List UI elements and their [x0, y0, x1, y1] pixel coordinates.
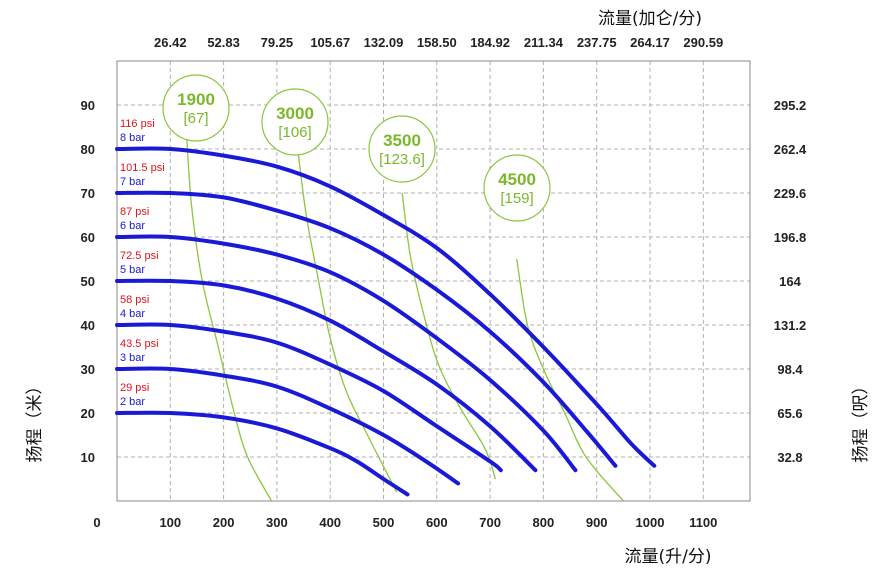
y-tick-label-right: 32.8 [777, 450, 802, 465]
speed-gpm-label: [106] [278, 124, 311, 141]
speed-curve-line [516, 258, 624, 502]
y-axis-title-right: 扬程（呎） [851, 378, 871, 463]
y-axis-title-left: 扬程（米） [25, 378, 45, 463]
y-tick-label-left: 70 [81, 186, 95, 201]
y-tick-label-right: 295.2 [774, 98, 807, 113]
x-tick-label-bottom: 600 [426, 515, 448, 530]
bar-label: 2 bar [120, 396, 145, 408]
speed-curve-line [297, 153, 398, 493]
psi-label: 116 psi [120, 118, 155, 130]
pressure-curve-line [115, 410, 410, 497]
y-tick-label-right: 262.4 [774, 142, 807, 157]
pressure-curve-line [115, 146, 657, 468]
x-tick-label-bottom: 1100 [689, 515, 717, 530]
y-tick-label-left: 40 [81, 318, 95, 333]
psi-label: 43.5 psi [120, 338, 159, 350]
psi-label: 72.5 psi [120, 250, 159, 262]
y-tick-label-right: 98.4 [777, 362, 803, 377]
y-ticks-right: 32.8 65.6 98.4 131.2 164 196.8 229.6 262.4 295.2 [774, 98, 807, 465]
pressure-curve-line [115, 322, 503, 473]
y-tick-label-left: 90 [81, 98, 95, 113]
speed-gpm-label: [123.6] [379, 151, 425, 168]
bar-label: 6 bar [120, 220, 145, 232]
speed-gpm-label: [67] [183, 110, 208, 127]
x-tick-label-top: 132.09 [364, 35, 404, 50]
speed-bubble [483, 154, 551, 222]
x-tick-label-top: 79.25 [261, 35, 294, 50]
speed-gpm-label: [159] [500, 190, 533, 207]
x-ticks-top: 26.42 52.83 79.25 105.67 132.09 158.50 184.92 2… [154, 35, 723, 50]
pressure-curve-line [115, 234, 578, 473]
y-tick-label-left: 20 [81, 406, 95, 421]
bar-label: 7 bar [120, 176, 145, 188]
psi-label: 101.5 psi [120, 162, 165, 174]
speed-rpm-label: 3500 [383, 131, 421, 150]
x-ticks-bottom: 0 100 200 300 400 500 600 700 800 900 1000 1100 [93, 515, 717, 530]
y-tick-label-left: 80 [81, 142, 95, 157]
x-tick-label-bottom: 0 [93, 515, 100, 530]
x-tick-label-top: 158.50 [417, 35, 457, 50]
x-axis-title-top: 流量(加仑/分) [598, 9, 702, 29]
speed-curve-line [401, 192, 497, 480]
pressure-curve-line [115, 190, 618, 468]
speed-rpm-label: 1900 [177, 90, 215, 109]
y-tick-label-right: 196.8 [774, 230, 807, 245]
speed-bubble [261, 88, 329, 156]
bar-label: 3 bar [120, 352, 145, 364]
speed-bubble [162, 74, 230, 142]
y-tick-label-right: 131.2 [774, 318, 807, 333]
bar-label: 5 bar [120, 264, 145, 276]
x-tick-label-top: 52.83 [207, 35, 240, 50]
x-tick-label-bottom: 1000 [636, 515, 665, 530]
y-tick-label-left: 30 [81, 362, 95, 377]
x-tick-label-top: 264.17 [630, 35, 670, 50]
y-tick-label-right: 65.6 [777, 406, 802, 421]
psi-label: 58 psi [120, 294, 149, 306]
pressure-curve-line [115, 366, 461, 486]
speed-curves [185, 131, 624, 502]
bar-label: 4 bar [120, 308, 145, 320]
x-tick-label-bottom: 200 [213, 515, 235, 530]
x-tick-label-top: 184.92 [470, 35, 510, 50]
x-tick-label-bottom: 400 [319, 515, 341, 530]
x-tick-label-bottom: 100 [159, 515, 181, 530]
y-tick-label-left: 50 [81, 274, 95, 289]
speed-bubble [368, 115, 436, 183]
x-tick-label-bottom: 700 [479, 515, 501, 530]
speed-rpm-label: 4500 [498, 170, 536, 189]
x-tick-label-top: 105.67 [310, 35, 350, 50]
y-tick-label-right: 229.6 [774, 186, 807, 201]
y-tick-label-left: 60 [81, 230, 95, 245]
y-tick-label-left: 10 [81, 450, 95, 465]
y-ticks-left: 10 20 30 40 50 60 70 80 90 [81, 98, 95, 465]
pressure-labels: 29 psi 2 bar 43.5 psi 3 bar 58 psi 4 bar 72.5 … [120, 118, 165, 408]
pressure-curve-line [115, 278, 538, 473]
x-tick-label-bottom: 800 [533, 515, 555, 530]
speed-bubbles: 1900[67] 3000[106] 3500[123.6] 4500[159] [162, 74, 551, 222]
x-tick-label-top: 237.75 [577, 35, 617, 50]
speed-rpm-label: 3000 [276, 104, 314, 123]
y-tick-label-right: 164 [779, 274, 801, 289]
pressure-series [115, 146, 657, 497]
x-tick-label-top: 26.42 [154, 35, 187, 50]
x-tick-label-top: 290.59 [683, 35, 723, 50]
psi-label: 29 psi [120, 382, 149, 394]
x-tick-label-bottom: 500 [373, 515, 395, 530]
psi-label: 87 psi [120, 206, 149, 218]
bar-label: 8 bar [120, 132, 145, 144]
x-axis-title-bottom: 流量(升/分) [625, 547, 712, 567]
x-tick-label-bottom: 900 [586, 515, 608, 530]
x-tick-label-bottom: 300 [266, 515, 288, 530]
x-tick-label-top: 211.34 [524, 35, 564, 50]
grid-lines [117, 61, 750, 501]
speed-curve-line [185, 131, 273, 502]
